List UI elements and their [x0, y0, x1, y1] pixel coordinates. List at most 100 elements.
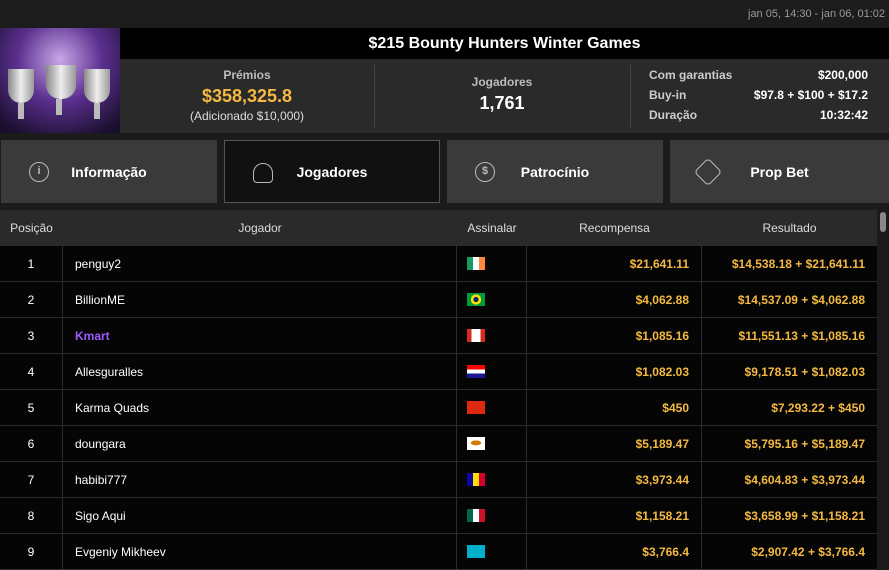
result: $7,293.22 + $450	[771, 401, 865, 415]
header-player[interactable]: Jogador	[238, 221, 282, 235]
reward: $21,641.11	[527, 246, 702, 282]
reward: $1,085.16	[527, 318, 702, 354]
info-icon: i	[29, 162, 49, 182]
position: 7	[0, 462, 63, 498]
player-name[interactable]: Kmart	[63, 318, 457, 354]
reward: $3,766.4	[527, 534, 702, 570]
table-row[interactable]: 8 Sigo Aqui $1,158.21 $3,658.99 + $1,158…	[0, 498, 877, 534]
tab-prop-bet[interactable]: Prop Bet	[670, 140, 889, 203]
tournament-title: $215 Bounty Hunters Winter Games	[120, 28, 889, 59]
flag-icon	[467, 509, 485, 522]
player-name[interactable]: Allesguralles	[63, 354, 457, 390]
tab-informacao[interactable]: i Informação	[1, 140, 217, 203]
flag-cell	[457, 498, 527, 534]
duration-label: Duração	[649, 108, 698, 122]
players-value: 1,761	[479, 93, 525, 113]
reward: $450	[527, 390, 702, 426]
result: $11,551.13 + $1,085.16	[738, 329, 865, 343]
flag-icon	[467, 257, 485, 270]
table-row[interactable]: 6 doungara $5,189.47 $5,795.16 + $5,189.…	[0, 426, 877, 462]
tab-label: Prop Bet	[750, 163, 809, 180]
top-bar: jan 05, 14:30 - jan 06, 01:02	[0, 0, 889, 28]
table-row[interactable]: 4 Allesguralles $1,082.03 $9,178.51 + $1…	[0, 354, 877, 390]
position: 1	[0, 246, 63, 282]
prop-bet-icon	[693, 157, 723, 187]
tab-label: Informação	[71, 163, 147, 180]
result: $14,538.18 + $21,641.11	[731, 257, 865, 271]
result: $4,604.83 + $3,973.44	[744, 473, 865, 487]
scrollbar-thumb[interactable]	[880, 212, 886, 232]
result: $5,795.16 + $5,189.47	[744, 437, 865, 451]
flag-cell	[457, 318, 527, 354]
tab-bar: i Informação Jogadores $ Patrocínio Prop B…	[0, 140, 889, 203]
stats-panel: Prémios $358,325.8 (Adicionado $10,000) …	[120, 59, 889, 133]
position: 2	[0, 282, 63, 318]
reward: $4,062.88	[527, 282, 702, 318]
reward: $5,189.47	[527, 426, 702, 462]
prizes-value: $358,325.8	[201, 86, 293, 106]
flag-icon	[467, 545, 485, 558]
buyin-label: Buy-in	[649, 88, 687, 102]
result: $14,537.09 + $4,062.88	[737, 293, 865, 307]
players-table: 1 penguy2 $21,641.11 $14,538.18 + $21,64…	[0, 246, 877, 570]
date-range: jan 05, 14:30 - jan 06, 01:02	[748, 8, 885, 20]
header-position[interactable]: Posição	[10, 221, 53, 235]
table-row[interactable]: 1 penguy2 $21,641.11 $14,538.18 + $21,64…	[0, 246, 877, 282]
result: $3,658.99 + $1,158.21	[744, 509, 865, 523]
header-flag[interactable]: Assinalar	[467, 221, 517, 235]
flag-icon	[467, 437, 485, 450]
buyin-value: $97.8 + $100 + $17.2	[753, 88, 868, 102]
player-name[interactable]: doungara	[63, 426, 457, 462]
table-row[interactable]: 5 Karma Quads $450 $7,293.22 + $450	[0, 390, 877, 426]
flag-icon	[467, 401, 485, 414]
header-result[interactable]: Resultado	[762, 221, 817, 235]
guaranteed-label: Com garantias	[649, 68, 733, 82]
player-name[interactable]: Sigo Aqui	[63, 498, 457, 534]
table-row[interactable]: 2 BillionME $4,062.88 $14,537.09 + $4,06…	[0, 282, 877, 318]
scrollbar[interactable]	[877, 210, 889, 568]
reward: $1,158.21	[527, 498, 702, 534]
header-reward[interactable]: Recompensa	[579, 221, 650, 235]
position: 4	[0, 354, 63, 390]
tab-jogadores[interactable]: Jogadores	[224, 140, 440, 203]
flag-cell	[457, 462, 527, 498]
table-header: Posição Jogador Assinalar Recompensa Res…	[0, 210, 877, 246]
player-name[interactable]: BillionME	[63, 282, 457, 318]
player-name[interactable]: Karma Quads	[63, 390, 457, 426]
players-label: Jogadores	[471, 75, 533, 89]
result: $9,178.51 + $1,082.03	[744, 365, 865, 379]
tab-label: Patrocínio	[520, 163, 590, 180]
flag-icon	[467, 293, 485, 306]
reward: $3,973.44	[527, 462, 702, 498]
table-row[interactable]: 9 Evgeniy Mikheev $3,766.4 $2,907.42 + $…	[0, 534, 877, 570]
flag-icon	[467, 329, 485, 342]
result: $2,907.42 + $3,766.4	[751, 545, 865, 559]
user-icon	[253, 163, 273, 183]
flag-icon	[467, 365, 485, 378]
position: 5	[0, 390, 63, 426]
position: 8	[0, 498, 63, 534]
flag-icon	[467, 473, 485, 486]
flag-cell	[457, 534, 527, 570]
reward: $1,082.03	[527, 354, 702, 390]
tab-patrocinio[interactable]: $ Patrocínio	[447, 140, 663, 203]
prizes-label: Prémios	[223, 68, 271, 82]
table-row[interactable]: 3 Kmart $1,085.16 $11,551.13 + $1,085.16	[0, 318, 877, 354]
flag-cell	[457, 390, 527, 426]
position: 3	[0, 318, 63, 354]
player-name[interactable]: penguy2	[63, 246, 457, 282]
player-name[interactable]: habibi777	[63, 462, 457, 498]
guaranteed-value: $200,000	[817, 68, 868, 82]
position: 6	[0, 426, 63, 462]
dollar-coin-icon: $	[475, 162, 495, 182]
flag-cell	[457, 282, 527, 318]
player-name[interactable]: Evgeniy Mikheev	[63, 534, 457, 570]
duration-value: 10:32:42	[819, 108, 868, 122]
table-row[interactable]: 7 habibi777 $3,973.44 $4,604.83 + $3,973…	[0, 462, 877, 498]
position: 9	[0, 534, 63, 570]
prizes-added: (Adicionado $10,000)	[189, 109, 305, 123]
flag-cell	[457, 426, 527, 462]
tournament-image	[0, 28, 120, 133]
tab-label: Jogadores	[296, 163, 368, 180]
flag-cell	[457, 246, 527, 282]
